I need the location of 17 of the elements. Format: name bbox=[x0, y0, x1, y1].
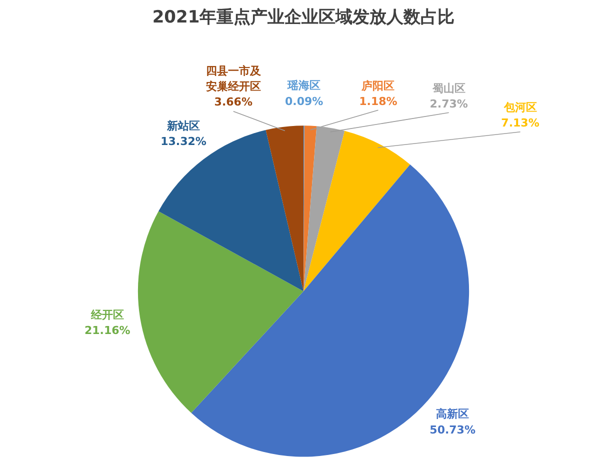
data-label: 1.18% bbox=[359, 94, 398, 108]
slice-label: 蜀山区 bbox=[431, 82, 466, 95]
data-label: 13.32% bbox=[160, 134, 206, 148]
data-label: 2.73% bbox=[430, 97, 468, 110]
slice-label: 新站区 bbox=[166, 119, 200, 132]
slice-label: 瑶海区 bbox=[286, 79, 321, 92]
chart-title: 2021年重点产业企业区域发放人数占比 bbox=[152, 8, 455, 28]
slice-label: 庐阳区 bbox=[360, 79, 395, 92]
slice-label: 包河区 bbox=[502, 101, 537, 114]
data-label: 3.66% bbox=[214, 96, 252, 109]
data-label: 50.73% bbox=[430, 423, 476, 436]
data-label: 7.13% bbox=[501, 116, 540, 130]
slice-label: 经开区 bbox=[90, 308, 124, 322]
data-label: 21.16% bbox=[84, 324, 130, 338]
data-label: 0.09% bbox=[284, 94, 324, 108]
slice-label: 四县一市及安巢经开区 bbox=[206, 64, 262, 94]
slice-label: 高新区 bbox=[436, 408, 470, 421]
